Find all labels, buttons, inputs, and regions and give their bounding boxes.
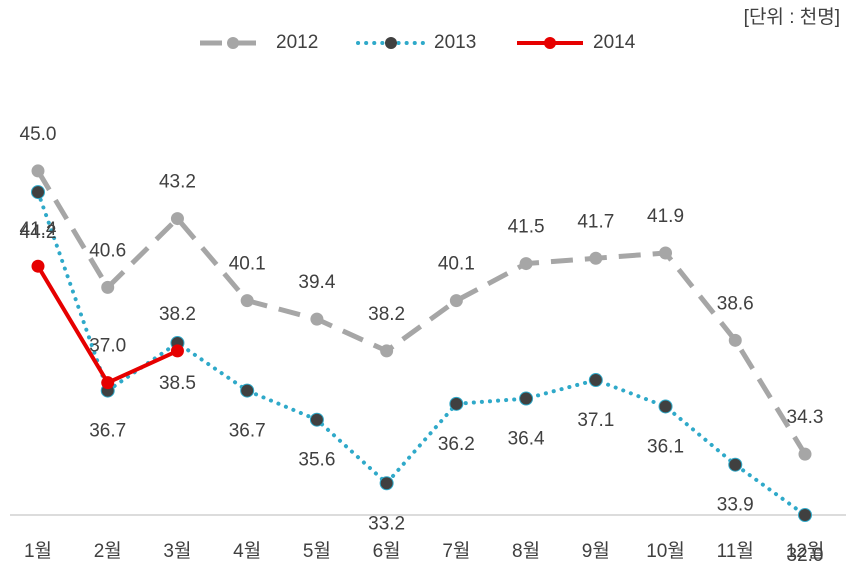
data-label: 37.0	[89, 336, 126, 357]
data-point	[449, 294, 463, 308]
data-label: 40.1	[438, 254, 475, 275]
x-tick-label: 6월	[373, 540, 401, 562]
data-label: 33.9	[717, 495, 754, 516]
data-point	[309, 412, 324, 427]
data-label: 45.0	[20, 124, 57, 145]
legend-marker	[544, 37, 556, 49]
data-label: 36.7	[89, 421, 126, 442]
data-label: 40.6	[89, 240, 126, 261]
data-point	[728, 457, 743, 472]
legend-label: 2012	[276, 32, 318, 53]
data-label: 33.2	[368, 513, 405, 534]
data-label: 43.2	[159, 172, 196, 193]
series-line	[35, 169, 808, 456]
x-tick-label: 3월	[163, 540, 191, 562]
x-tick-label: 9월	[582, 540, 610, 562]
data-point	[170, 212, 184, 226]
legend-marker	[227, 37, 239, 49]
legend-label: 2013	[434, 32, 476, 53]
data-point	[310, 312, 324, 326]
data-point	[519, 257, 533, 271]
data-label: 38.6	[717, 293, 754, 314]
data-label: 36.1	[647, 437, 684, 458]
x-tick-label: 4월	[233, 540, 261, 562]
x-tick-label: 11월	[717, 540, 754, 562]
legend-marker	[385, 37, 397, 49]
data-point	[588, 373, 603, 388]
x-tick-label: 10월	[646, 540, 685, 562]
data-point	[589, 251, 603, 265]
data-label: 38.2	[368, 304, 405, 325]
x-tick-label: 2월	[94, 540, 122, 562]
data-label: 39.4	[298, 272, 335, 293]
x-tick-label: 1월	[24, 540, 52, 562]
data-point	[519, 391, 534, 406]
data-point	[798, 447, 812, 461]
data-point	[798, 508, 812, 522]
data-point	[240, 294, 254, 308]
data-label: 35.6	[298, 450, 335, 471]
data-point	[240, 383, 255, 398]
x-tick-label: 12월	[786, 540, 825, 562]
data-label: 34.3	[787, 407, 824, 428]
data-label: 41.4	[20, 219, 57, 240]
x-tick-label: 5월	[303, 540, 331, 562]
data-point	[380, 344, 394, 358]
data-label: 38.5	[159, 373, 196, 394]
data-label: 44.2	[20, 222, 57, 243]
data-label: 37.1	[577, 410, 614, 431]
data-point	[101, 376, 115, 390]
data-point	[659, 246, 673, 260]
data-label: 36.7	[229, 421, 266, 442]
data-label: 36.4	[508, 429, 545, 450]
data-point	[728, 333, 742, 347]
data-label: 36.2	[438, 434, 475, 455]
data-label: 41.7	[577, 211, 614, 232]
data-label: 32.0	[787, 545, 824, 566]
data-label: 40.1	[229, 254, 266, 275]
data-label: 41.9	[647, 206, 684, 227]
data-point	[31, 185, 45, 200]
x-tick-label: 8월	[512, 540, 540, 562]
data-label: 41.5	[508, 217, 545, 238]
data-point	[101, 280, 115, 294]
legend-label: 2014	[593, 32, 636, 53]
unit-note: [단위 : 천명]	[744, 6, 840, 28]
data-point	[658, 399, 673, 414]
data-point	[449, 396, 464, 411]
data-point	[379, 476, 394, 491]
data-point	[31, 164, 45, 178]
series-line	[36, 190, 807, 517]
data-point	[31, 259, 45, 273]
x-tick-label: 7월	[442, 540, 470, 562]
data-label: 38.2	[159, 304, 196, 325]
data-point	[170, 344, 184, 358]
